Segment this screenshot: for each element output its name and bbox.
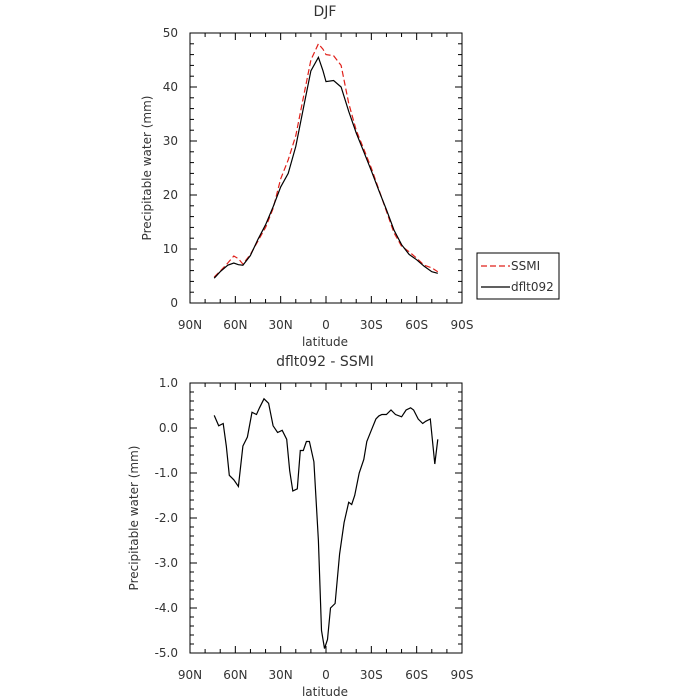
bottom-x-tick-label: 90N	[178, 668, 202, 682]
top-y-tick-labels: 0 10 20 30 40 50	[163, 26, 178, 310]
bottom-y-tick-label: 1.0	[159, 376, 178, 390]
top-y-tick-label: 30	[163, 134, 178, 148]
top-y-tick-label: 0	[170, 296, 178, 310]
dflt092-series-line	[213, 55, 438, 279]
top-x-tick-label: 60N	[223, 318, 247, 332]
top-chart-title: DJF	[314, 4, 337, 20]
legend-box	[476, 252, 560, 300]
top-x-tick-labels: 90N 60N 30N 0 30S 60S 90S	[178, 318, 474, 332]
top-x-tick-label: 90N	[178, 318, 202, 332]
bottom-ticks	[189, 382, 463, 654]
bottom-y-tick-label: 0.0	[159, 421, 178, 435]
top-x-tick-label: 30S	[360, 318, 383, 332]
top-y-tick-label: 40	[163, 80, 178, 94]
top-x-tick-label: 60S	[405, 318, 428, 332]
bottom-x-tick-label: 60S	[405, 668, 428, 682]
bottom-x-tick-labels: 90N 60N 30N 0 30S 60S 90S	[178, 668, 474, 682]
bottom-y-tick-label: -3.0	[155, 556, 178, 570]
top-y-tick-label: 50	[163, 26, 178, 40]
bottom-x-tick-label: 60N	[223, 668, 247, 682]
bottom-chart: dflt092 - SSMI 90N 60N 30N 0 30S 60S 90S…	[127, 354, 473, 699]
ssmi-series-line	[213, 42, 439, 278]
legend-dflt092-label: dflt092	[511, 280, 554, 294]
bottom-x-tick-label: 90S	[451, 668, 474, 682]
bottom-y-tick-label: -4.0	[155, 601, 178, 615]
top-x-tick-label: 90S	[451, 318, 474, 332]
bottom-y-tick-label: -1.0	[155, 466, 178, 480]
bottom-x-tick-label: 30S	[360, 668, 383, 682]
top-y-tick-label: 10	[163, 242, 178, 256]
top-y-tick-label: 20	[163, 188, 178, 202]
legend-ssmi-label: SSMI	[511, 259, 540, 273]
bottom-plot-frame	[189, 382, 463, 654]
bottom-y-tick-label: -5.0	[155, 646, 178, 660]
top-y-axis-label: Precipitable water (mm)	[140, 96, 154, 241]
bottom-x-tick-label: 30N	[269, 668, 293, 682]
top-x-tick-label: 0	[322, 318, 330, 332]
top-ticks	[189, 32, 463, 304]
bottom-y-tick-label: -2.0	[155, 511, 178, 525]
top-x-axis-label: latitude	[302, 335, 348, 349]
difference-series-line	[213, 397, 439, 649]
bottom-x-tick-label: 0	[322, 668, 330, 682]
bottom-x-axis-label: latitude	[302, 685, 348, 699]
bottom-y-axis-label: Precipitable water (mm)	[127, 446, 141, 591]
top-x-tick-label: 30N	[269, 318, 293, 332]
bottom-chart-title: dflt092 - SSMI	[276, 354, 374, 370]
legend: SSMI dflt092	[476, 252, 560, 300]
top-chart: DJF 90N 60N 30N 0 30S 60S 90S 0 10 20 30…	[140, 4, 473, 349]
bottom-y-tick-labels: 1.0 0.0 -1.0 -2.0 -3.0 -4.0 -5.0	[155, 376, 178, 660]
